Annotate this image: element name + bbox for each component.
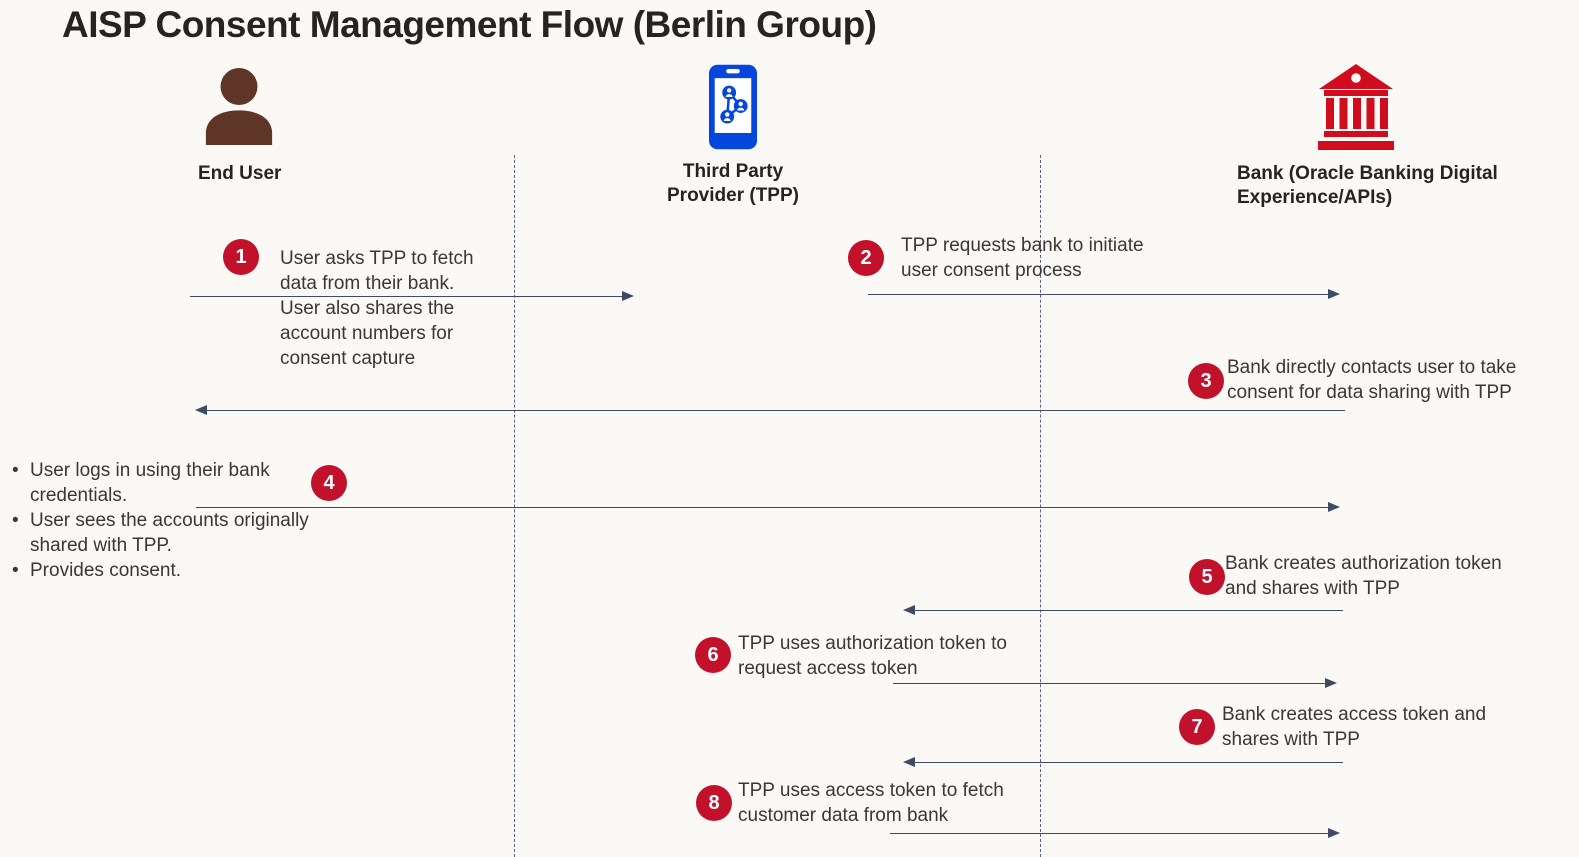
arrow-step-7 bbox=[903, 756, 1343, 767]
lifeline-right bbox=[1040, 155, 1041, 857]
mobile-network-icon bbox=[708, 64, 758, 150]
step-6-text: TPP uses authorization token to request … bbox=[738, 633, 1007, 679]
arrow-step-6 bbox=[893, 677, 1337, 688]
step-2-text: TPP requests bank to initiate user conse… bbox=[901, 235, 1144, 281]
step-7-text: Bank creates access token and shares wit… bbox=[1222, 704, 1487, 750]
step-5-badge: 5 bbox=[1189, 559, 1225, 595]
person-icon bbox=[205, 68, 273, 145]
actor-label-tpp: Third Party Provider (TPP) bbox=[667, 161, 799, 206]
actor-label-bank: Bank (Oracle Banking Digital Experience/… bbox=[1237, 163, 1498, 208]
step-1-badge: 1 bbox=[223, 239, 259, 275]
step-1-text: User asks TPP to fetch data from their b… bbox=[280, 248, 474, 369]
bank-building-icon bbox=[1318, 64, 1394, 150]
arrow-step-5 bbox=[903, 604, 1343, 615]
lifeline-left bbox=[514, 155, 515, 857]
step-7-badge: 7 bbox=[1179, 709, 1215, 745]
step-5-text: Bank creates authorization token and sha… bbox=[1225, 553, 1502, 599]
note-item: User sees the accounts originally shared… bbox=[6, 508, 324, 558]
page-title: AISP Consent Management Flow (Berlin Gro… bbox=[62, 4, 877, 45]
note-item: User logs in using their bank credential… bbox=[6, 458, 324, 508]
arrow-step-8 bbox=[890, 827, 1340, 838]
arrow-step-2 bbox=[868, 288, 1340, 299]
arrow-step-1 bbox=[190, 290, 634, 301]
step-3-text: Bank directly contacts user to take cons… bbox=[1227, 357, 1517, 403]
arrow-step-4 bbox=[196, 501, 1340, 512]
step-6-badge: 6 bbox=[695, 637, 731, 673]
step-2-badge: 2 bbox=[848, 240, 884, 276]
actor-label-end-user: End User bbox=[198, 163, 282, 184]
step-8-text: TPP uses access token to fetch customer … bbox=[738, 780, 1004, 826]
step-8-badge: 8 bbox=[696, 785, 732, 821]
step-4-notes: User logs in using their bank credential… bbox=[6, 458, 324, 583]
step-3-badge: 3 bbox=[1188, 363, 1224, 399]
note-item: Provides consent. bbox=[6, 558, 324, 583]
arrow-step-3 bbox=[195, 404, 1345, 415]
